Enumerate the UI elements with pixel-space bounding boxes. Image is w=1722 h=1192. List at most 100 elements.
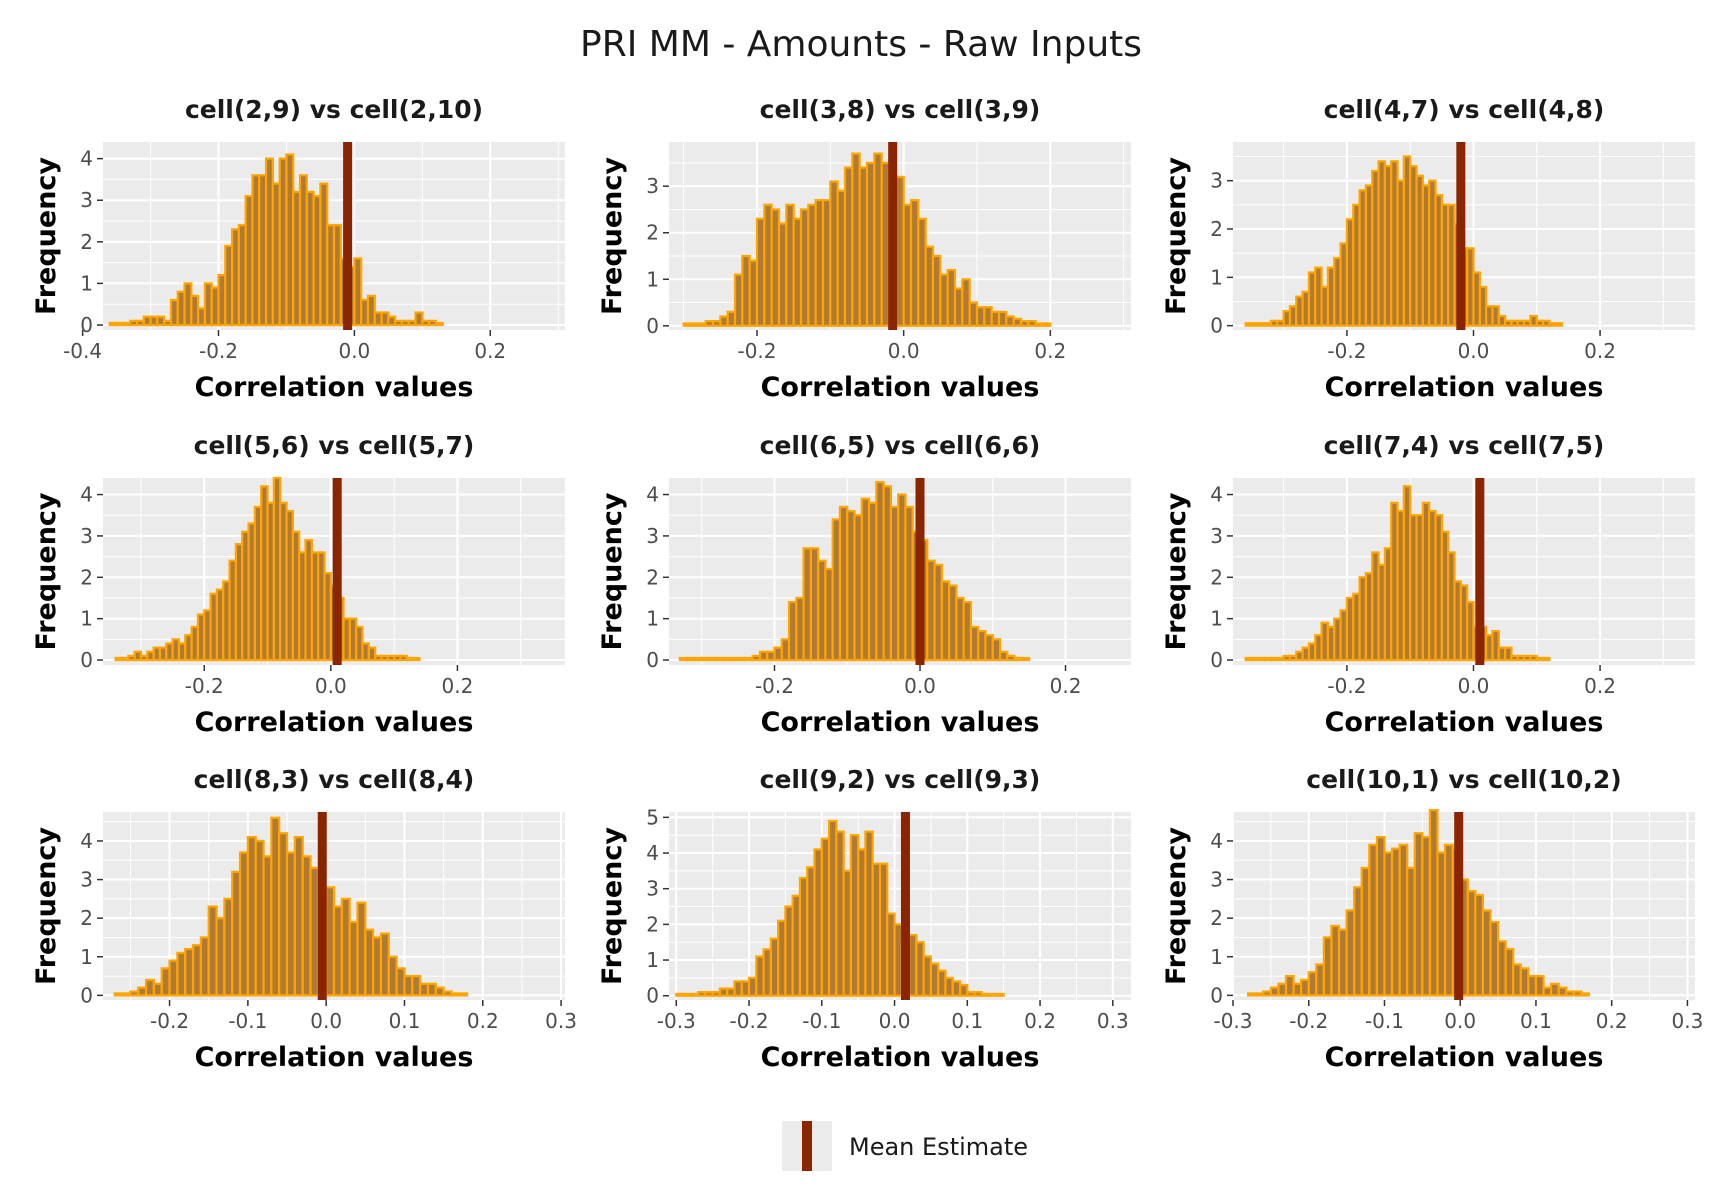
facet-panel: cell(10,1) vs cell(10,2) -0.3 -0.2 -0.1 0.0 0… <box>1161 765 1703 1073</box>
histogram-bar <box>829 180 839 327</box>
mean-estimate-line <box>888 142 898 330</box>
histogram-bar <box>367 646 377 662</box>
histogram-bar <box>1572 990 1583 997</box>
x-tick-label: 0.1 <box>951 1009 983 1033</box>
facet-panel: cell(7,4) vs cell(7,5) -0.2 0.0 0.2 0 1 2 3 4 Cor… <box>1161 431 1695 738</box>
x-tick-label: 0.1 <box>389 1009 421 1033</box>
x-tick-label: 0.0 <box>879 1009 911 1033</box>
histogram-bar <box>325 886 336 997</box>
mean-estimate-line <box>317 812 327 1000</box>
panels: cell(2,9) vs cell(2,10) -0.4 -0.2 0.0 0.2 0 1 2… <box>31 95 1703 1073</box>
x-tick-label: -0.2 <box>1327 339 1366 363</box>
facet-panel: cell(9,2) vs cell(9,3) -0.3 -0.2 -0.1 0.0 0.1… <box>597 765 1131 1073</box>
histogram-bar <box>1322 936 1333 997</box>
facet-title: cell(7,4) vs cell(7,5) <box>1324 431 1605 460</box>
x-axis-label: Correlation values <box>1325 707 1604 738</box>
histogram-bar <box>958 983 969 997</box>
mean-estimate-line <box>900 812 910 1000</box>
y-tick-label: 4 <box>80 829 93 853</box>
histogram-bar <box>1330 924 1341 997</box>
histogram-bar <box>348 920 359 997</box>
y-tick-label: 3 <box>1210 868 1223 892</box>
x-tick-label: 0.2 <box>474 339 506 363</box>
histogram-bar <box>1368 843 1379 997</box>
histogram-bar <box>356 901 367 997</box>
histogram-bar <box>939 273 949 327</box>
histogram-bar <box>741 254 751 327</box>
x-tick-label: 0.3 <box>545 1009 577 1033</box>
y-tick-label: 1 <box>646 267 659 291</box>
y-tick-label: 2 <box>646 221 659 245</box>
y-tick-label: 5 <box>646 805 659 829</box>
x-tick-label: 0.0 <box>1444 1009 1476 1033</box>
histogram-bar <box>1542 986 1553 997</box>
histogram-bar <box>372 936 383 997</box>
histogram-bar <box>1534 974 1545 997</box>
histogram-bar <box>419 982 430 997</box>
histogram-bar <box>113 992 124 997</box>
histogram-bar <box>719 315 729 327</box>
y-tick-label: 4 <box>80 147 93 171</box>
y-tick-label: 3 <box>80 868 93 892</box>
x-tick-label: -0.2 <box>1289 1009 1328 1033</box>
facet-title: cell(10,1) vs cell(10,2) <box>1306 765 1621 794</box>
y-tick-label: 2 <box>1210 217 1223 241</box>
histogram-bar <box>262 855 273 997</box>
y-tick-label: 0 <box>1210 648 1223 672</box>
histogram-bar <box>191 944 202 997</box>
histogram-bar <box>1247 992 1257 997</box>
facet-panel: cell(2,9) vs cell(2,10) -0.4 -0.2 0.0 0.2 0 1 2… <box>31 95 565 403</box>
histogram-bars <box>1247 808 1591 997</box>
facet-title: cell(3,8) vs cell(3,9) <box>760 95 1041 124</box>
facet-panel: cell(8,3) vs cell(8,4) -0.2 -0.1 0.0 0.1 0.2 0… <box>31 765 577 1073</box>
histogram-bar <box>1375 835 1386 997</box>
mean-estimate-line <box>915 478 925 665</box>
facet-panel: cell(5,6) vs cell(5,7) -0.2 0.0 0.2 0 1 2 3 4 Cor… <box>31 431 565 738</box>
histogram-bar <box>1496 940 1507 997</box>
x-tick-label: 0.0 <box>904 674 936 698</box>
y-tick-label: 4 <box>1210 829 1223 853</box>
y-tick-label: 3 <box>646 524 659 548</box>
histogram-bar <box>160 967 171 997</box>
histogram-bar <box>1504 947 1515 997</box>
histogram-bar <box>364 928 375 997</box>
facet-title: cell(4,7) vs cell(4,8) <box>1324 95 1605 124</box>
histogram-bar <box>1005 315 1015 327</box>
y-tick-label: 0 <box>80 313 93 337</box>
histogram-bar <box>450 992 461 997</box>
histogram-bar <box>395 967 406 997</box>
y-tick-label: 4 <box>1210 483 1223 507</box>
y-tick-label: 2 <box>646 912 659 936</box>
x-tick-label: -0.4 <box>63 339 102 363</box>
histogram-bar <box>1542 656 1551 662</box>
x-tick-label: -0.1 <box>228 1009 267 1033</box>
histogram-bar <box>873 152 883 327</box>
histogram-bar <box>851 152 861 327</box>
y-tick-label: 3 <box>1210 169 1223 193</box>
histogram-bar <box>807 203 817 327</box>
histogram-bar <box>1443 843 1454 997</box>
y-axis-label: Frequency <box>597 827 628 985</box>
histogram-bar <box>129 990 140 997</box>
histogram-bars <box>113 816 469 997</box>
figure-title: PRI MM - Amounts - Raw Inputs <box>580 24 1142 65</box>
histogram-bar <box>1345 909 1356 997</box>
histogram-bar <box>278 832 289 997</box>
histogram-bars <box>682 152 1052 327</box>
y-axis-label: Frequency <box>31 827 62 985</box>
histogram-bar <box>1549 982 1560 997</box>
histogram-bar <box>176 951 187 997</box>
histogram-bar <box>991 638 1002 662</box>
x-tick-label: 0.0 <box>1458 674 1490 698</box>
histogram-bar <box>246 835 257 997</box>
histogram-bar <box>1041 322 1052 327</box>
histogram-bar <box>387 955 398 997</box>
y-axis-label: Frequency <box>1161 492 1192 650</box>
y-tick-label: 4 <box>80 483 93 507</box>
mean-estimate-line <box>1475 478 1485 665</box>
histogram-bar <box>1292 982 1303 997</box>
histogram-bar <box>1504 646 1513 662</box>
y-tick-label: 2 <box>80 906 93 930</box>
x-axis-label: Correlation values <box>1325 1042 1604 1073</box>
